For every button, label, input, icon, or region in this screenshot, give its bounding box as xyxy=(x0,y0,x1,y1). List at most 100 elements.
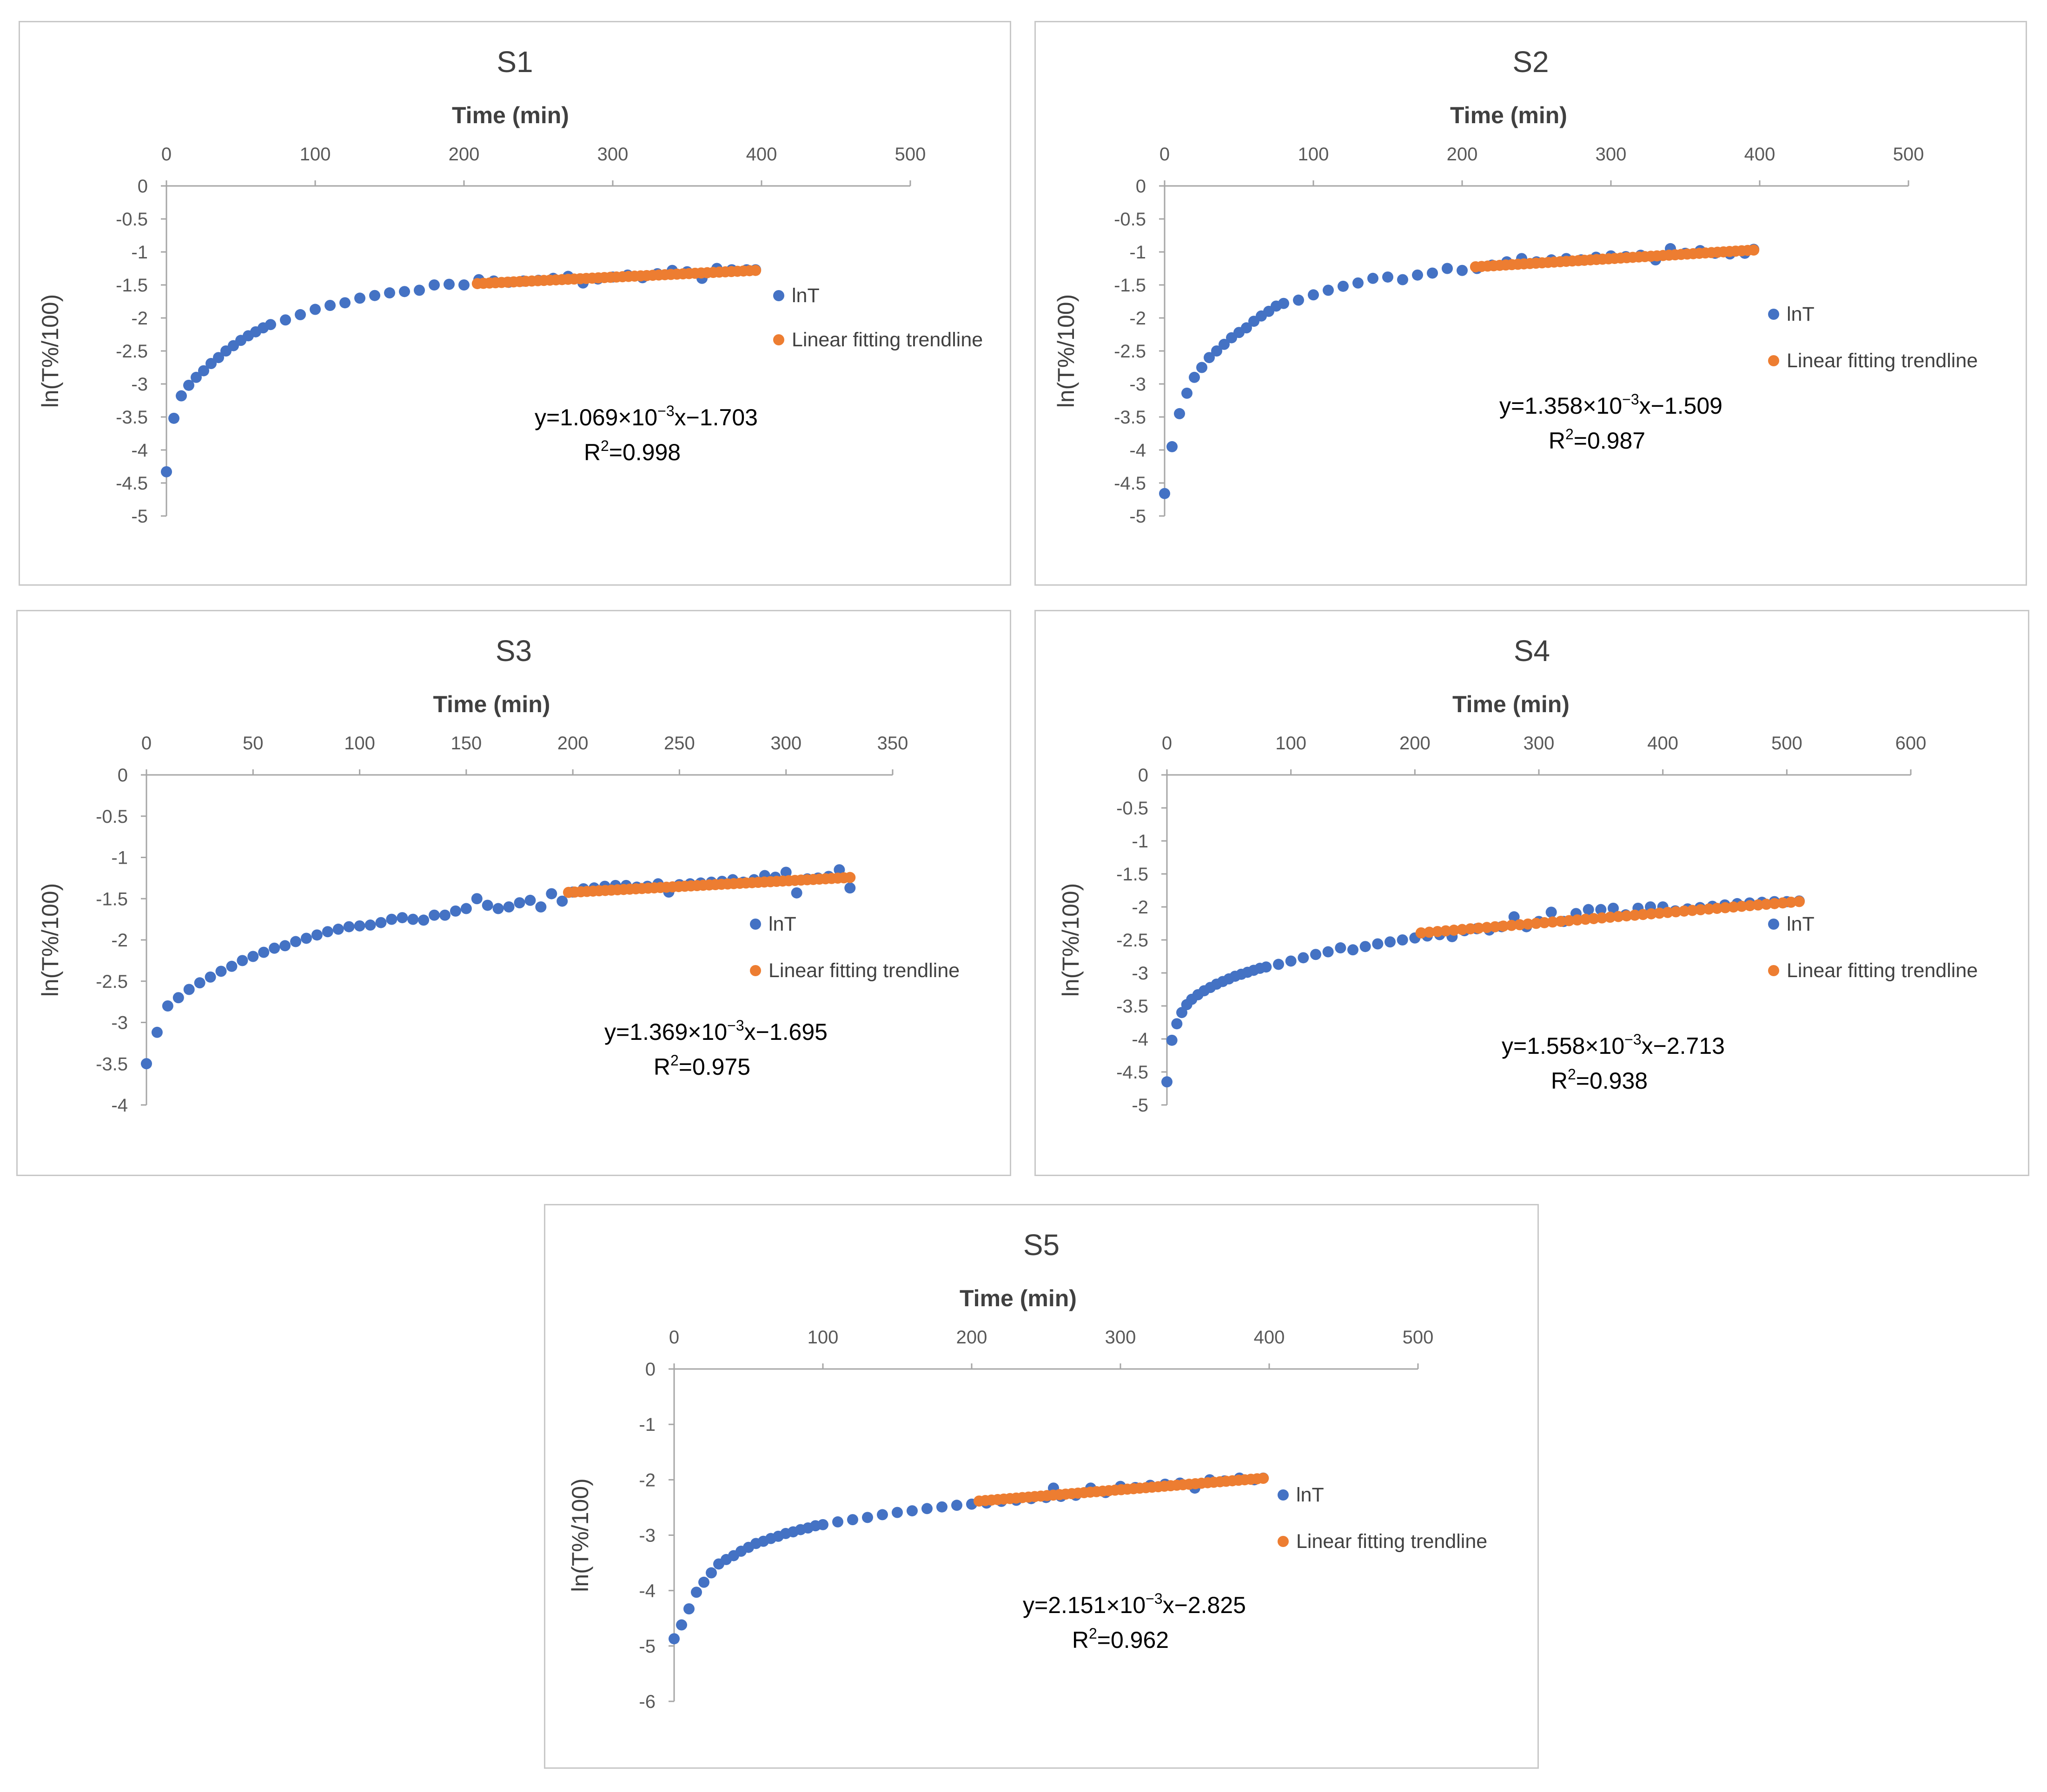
lnT-point xyxy=(399,286,410,298)
trendline-point xyxy=(1761,899,1772,910)
trendline-point xyxy=(844,872,856,883)
x-tick-label: 100 xyxy=(344,733,375,754)
lnT-point xyxy=(1196,362,1207,373)
y-tick-label: -3 xyxy=(131,374,148,395)
y-tick-label: -1.5 xyxy=(116,275,148,296)
lnT-point xyxy=(397,912,408,924)
trendline-point xyxy=(1613,911,1624,922)
x-tick-label: 200 xyxy=(1399,733,1431,754)
lnT-point xyxy=(1285,955,1297,967)
lnT-point xyxy=(1335,942,1346,954)
lnT-point xyxy=(295,309,306,320)
trendline-point xyxy=(1522,918,1534,930)
x-tick-label: 200 xyxy=(1447,144,1478,165)
y-tick-label: -2 xyxy=(131,308,148,329)
trendline-point xyxy=(1432,926,1444,937)
trendline-point xyxy=(1777,897,1789,909)
lnT-point xyxy=(844,882,856,894)
trendline-point xyxy=(1506,919,1517,931)
trendline-point xyxy=(1481,922,1493,933)
trendline-point xyxy=(1464,923,1476,935)
lnT-point xyxy=(862,1512,873,1523)
lnT-point xyxy=(183,984,195,995)
trendline-point xyxy=(1687,905,1698,916)
y-tick-label: -5 xyxy=(131,506,148,527)
lnT-point xyxy=(162,1000,173,1012)
lnT-point xyxy=(1189,371,1200,383)
r-squared: R2=0.962 xyxy=(1072,1625,1169,1653)
lnT-point xyxy=(450,905,461,917)
lnT-point xyxy=(1323,284,1334,296)
x-tick-label: 300 xyxy=(1596,144,1627,165)
lnT-point xyxy=(460,903,472,914)
trendline-point xyxy=(1654,907,1665,919)
x-tick-label: 100 xyxy=(1275,733,1306,754)
trendline-point xyxy=(1645,908,1657,919)
lnT-point xyxy=(791,887,802,899)
y-tick-label: -2 xyxy=(1132,897,1148,918)
trendline-point xyxy=(1670,906,1682,918)
x-tick-label: 500 xyxy=(1893,144,1924,165)
lnT-point xyxy=(375,917,387,928)
x-axis-label: Time (min) xyxy=(452,102,569,128)
x-tick-label: 50 xyxy=(243,733,264,754)
chart-frame xyxy=(16,610,1011,1176)
x-tick-label: 500 xyxy=(895,144,926,165)
lnT-point xyxy=(280,314,291,326)
lnT-point xyxy=(176,390,187,402)
legend-marker-trendline xyxy=(1768,355,1779,366)
lnT-point xyxy=(429,909,440,921)
trendline-point xyxy=(1596,912,1608,924)
y-tick-label: -4.5 xyxy=(1116,1062,1148,1083)
y-tick-label: -5 xyxy=(1129,506,1146,527)
lnT-point xyxy=(407,913,419,925)
lnT-point xyxy=(1260,961,1272,973)
lnT-point xyxy=(1219,338,1230,350)
y-tick-label: -6 xyxy=(639,1692,656,1712)
chart-s1: S1 Time (min) ln(T%/100) 0 100 200 300 400 500 0 -… xyxy=(19,21,1011,586)
lnT-point xyxy=(213,352,224,364)
lnT-point xyxy=(847,1514,858,1526)
trendline-point xyxy=(1744,900,1756,912)
x-tick-label: 500 xyxy=(1403,1327,1434,1348)
trendline-point xyxy=(1489,921,1501,932)
lnT-point xyxy=(265,319,276,331)
r-squared: R2=0.975 xyxy=(654,1052,750,1080)
r-squared: R2=0.998 xyxy=(584,437,681,465)
lnT-point xyxy=(535,901,547,913)
lnT-point xyxy=(877,1509,888,1521)
lnT-point xyxy=(1372,938,1384,950)
lnT-point xyxy=(1211,345,1222,357)
y-tick-label: -0.5 xyxy=(96,807,128,827)
lnT-point xyxy=(1359,941,1371,952)
x-tick-label: 100 xyxy=(808,1327,839,1348)
x-tick-label: 300 xyxy=(1105,1327,1136,1348)
y-tick-label: -4 xyxy=(639,1581,656,1601)
lnT-point xyxy=(1322,946,1334,958)
lnT-point xyxy=(1608,902,1619,914)
y-tick-label: -1 xyxy=(1129,242,1146,263)
chart-title: S3 xyxy=(496,634,532,668)
lnT-point xyxy=(226,960,238,972)
lnT-point xyxy=(1174,408,1185,419)
lnT-point xyxy=(205,357,217,369)
x-tick-label: 0 xyxy=(1159,144,1170,165)
y-tick-label: -4 xyxy=(111,1095,128,1116)
lnT-point xyxy=(669,1633,680,1645)
trendline-equation: y=1.558×10−3x−2.713 xyxy=(1502,1031,1725,1059)
lnT-point xyxy=(951,1500,962,1511)
trendline-point xyxy=(1604,912,1616,923)
trendline-point xyxy=(1440,925,1451,937)
lnT-point xyxy=(936,1501,947,1513)
lnT-point xyxy=(1352,277,1364,289)
chart-s4: S4 Time (min) ln(T%/100) 0 100 200 300 400 500 60… xyxy=(1034,610,2029,1176)
lnT-point xyxy=(1338,280,1349,292)
y-tick-label: -2 xyxy=(1129,308,1146,329)
y-tick-label: 0 xyxy=(1136,176,1146,197)
lnT-point xyxy=(1166,441,1178,452)
trendline-point xyxy=(1538,917,1550,928)
lnT-point xyxy=(151,1026,163,1038)
lnT-point xyxy=(1308,289,1319,301)
y-tick-label: -4.5 xyxy=(1114,473,1146,494)
